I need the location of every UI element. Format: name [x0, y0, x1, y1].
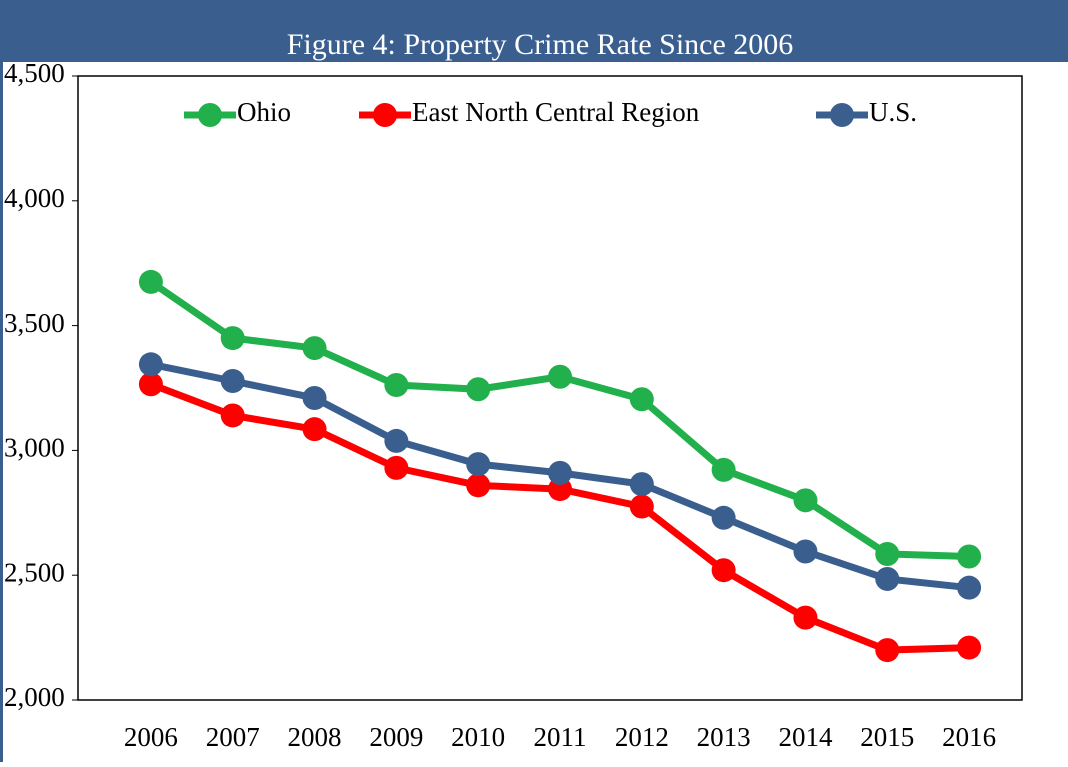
y-tick-label: 2,500: [4, 557, 65, 587]
left-border: [0, 0, 3, 762]
data-point: [793, 539, 818, 564]
data-point: [138, 352, 163, 377]
data-point: [957, 635, 982, 660]
data-point: [793, 488, 818, 513]
data-point: [629, 387, 654, 412]
plot-frame: [77, 75, 1023, 701]
x-tick-label: 2011: [534, 722, 587, 752]
series-line: [149, 380, 970, 654]
x-tick-label: 2016: [942, 722, 996, 752]
data-point: [302, 385, 327, 410]
data-point: [875, 541, 900, 566]
data-point: [875, 638, 900, 663]
legend-label: U.S.: [869, 97, 917, 127]
data-point: [466, 473, 491, 498]
legend-label: Ohio: [237, 97, 291, 127]
legend-marker: [198, 103, 222, 127]
y-tick-label: 3,500: [4, 308, 65, 338]
data-point: [466, 452, 491, 477]
data-point: [220, 326, 245, 351]
data-point: [220, 403, 245, 428]
data-point: [711, 457, 736, 482]
data-point: [466, 377, 491, 402]
legend-marker: [373, 103, 397, 127]
x-tick-label: 2008: [288, 722, 342, 752]
data-point: [384, 373, 409, 398]
chart-title: Figure 4: Property Crime Rate Since 2006: [287, 28, 794, 61]
x-tick-label: 2014: [778, 722, 833, 752]
data-point: [711, 505, 736, 530]
data-point: [629, 472, 654, 497]
data-point: [302, 336, 327, 361]
x-tick-label: 2013: [697, 722, 751, 752]
data-point: [384, 428, 409, 453]
data-point: [384, 455, 409, 480]
y-tick-label: 2,000: [4, 682, 65, 712]
x-tick-label: 2012: [615, 722, 669, 752]
data-point: [138, 269, 163, 294]
data-point: [711, 558, 736, 583]
data-point: [875, 566, 900, 591]
x-tick-label: 2009: [369, 722, 423, 752]
y-tick-label: 4,000: [4, 183, 65, 213]
x-tick-label: 2015: [860, 722, 914, 752]
data-point: [629, 494, 654, 519]
x-tick-label: 2010: [451, 722, 505, 752]
data-point: [548, 364, 572, 389]
x-tick-label: 2006: [124, 722, 178, 752]
data-point: [957, 575, 982, 600]
legend-marker: [830, 103, 854, 127]
x-tick-label: 2007: [206, 722, 260, 752]
legend-label: East North Central Region: [412, 97, 700, 127]
data-point: [138, 372, 163, 397]
data-point: [220, 369, 245, 394]
data-point: [548, 460, 572, 485]
data-point: [302, 417, 327, 442]
y-tick-label: 4,500: [4, 58, 65, 88]
data-point: [957, 544, 982, 569]
y-tick-label: 3,000: [4, 433, 65, 463]
data-point: [793, 605, 818, 630]
title-bar: [0, 0, 1068, 62]
